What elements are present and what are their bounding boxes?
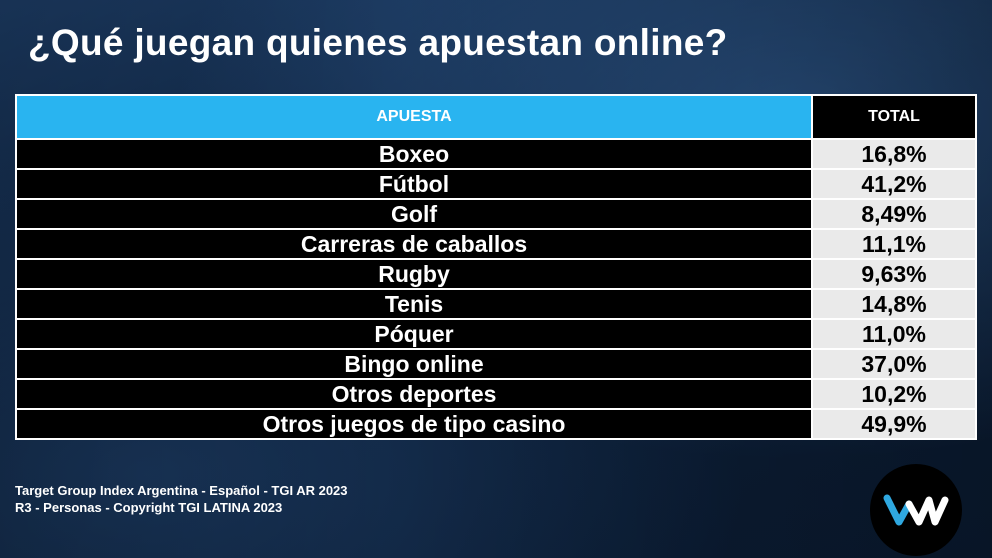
row-category: Golf (15, 198, 813, 230)
table-row: Otros deportes 10,2% (15, 378, 977, 410)
wm-logo-icon (870, 464, 962, 556)
row-value: 49,9% (811, 408, 977, 440)
row-value: 14,8% (811, 288, 977, 320)
row-category: Otros deportes (15, 378, 813, 410)
table-header-row: APUESTA TOTAL (15, 94, 977, 140)
row-category: Otros juegos de tipo casino (15, 408, 813, 440)
table-body: Boxeo 16,8% Fútbol 41,2% Golf 8,49% Carreras d… (15, 138, 977, 440)
row-category: Carreras de caballos (15, 228, 813, 260)
table-row: Bingo online 37,0% (15, 348, 977, 380)
table-row: Rugby 9,63% (15, 258, 977, 290)
table-row: Boxeo 16,8% (15, 138, 977, 170)
table-row: Otros juegos de tipo casino 49,9% (15, 408, 977, 440)
source-note: Target Group Index Argentina - Español -… (15, 482, 348, 516)
table-row: Póquer 11,0% (15, 318, 977, 350)
row-value: 11,1% (811, 228, 977, 260)
row-category: Bingo online (15, 348, 813, 380)
page-title: ¿Qué juegan quienes apuestan online? (28, 22, 728, 63)
wm-logo-graphic (883, 494, 949, 526)
row-category: Póquer (15, 318, 813, 350)
table-row: Golf 8,49% (15, 198, 977, 230)
row-category: Fútbol (15, 168, 813, 200)
row-value: 37,0% (811, 348, 977, 380)
column-header-total: TOTAL (811, 94, 977, 140)
source-line-2: R3 - Personas - Copyright TGI LATINA 202… (15, 500, 283, 515)
row-value: 11,0% (811, 318, 977, 350)
row-value: 16,8% (811, 138, 977, 170)
row-value: 9,63% (811, 258, 977, 290)
table-row: Fútbol 41,2% (15, 168, 977, 200)
row-category: Tenis (15, 288, 813, 320)
row-value: 10,2% (811, 378, 977, 410)
row-value: 41,2% (811, 168, 977, 200)
table-row: Carreras de caballos 11,1% (15, 228, 977, 260)
table-row: Tenis 14,8% (15, 288, 977, 320)
source-line-1: Target Group Index Argentina - Español -… (15, 483, 348, 498)
column-header-apuesta: APUESTA (15, 94, 813, 140)
bets-table: APUESTA TOTAL Boxeo 16,8% Fútbol 41,2% Golf 8… (15, 94, 977, 440)
row-category: Boxeo (15, 138, 813, 170)
row-value: 8,49% (811, 198, 977, 230)
row-category: Rugby (15, 258, 813, 290)
